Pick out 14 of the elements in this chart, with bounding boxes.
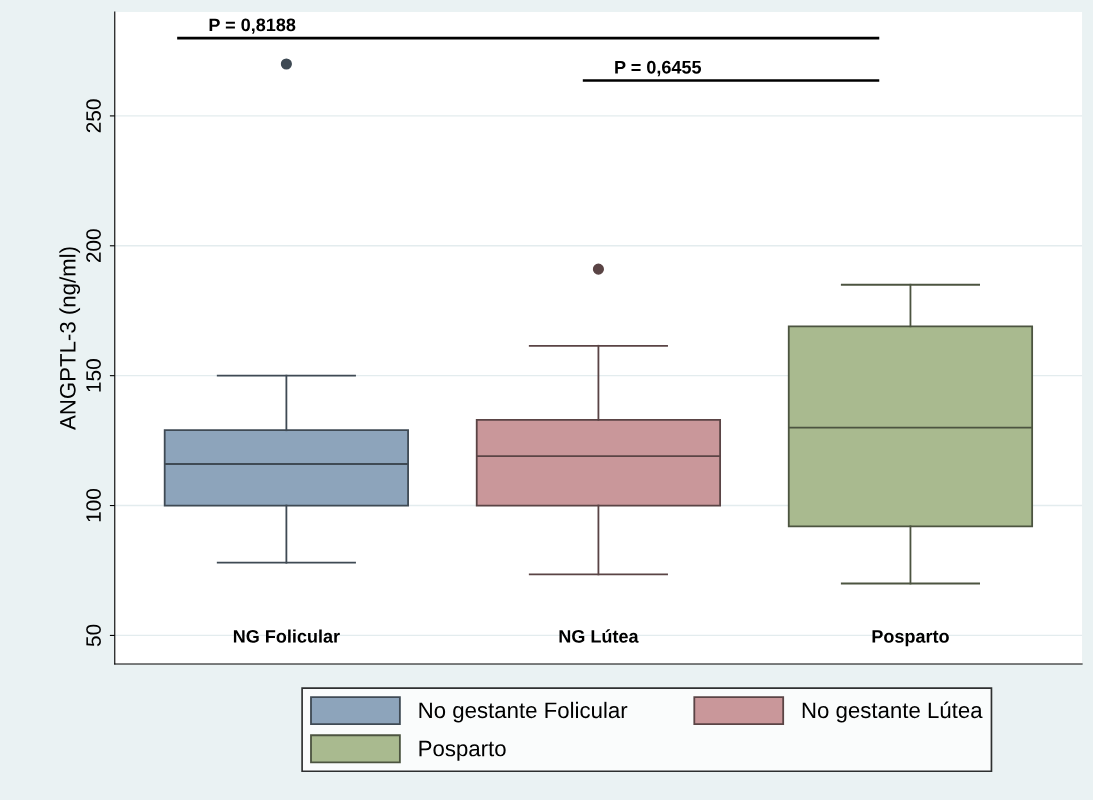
annotation: P = 0,8188 [209, 18, 296, 34]
legend-label: No gestante Folicular [419, 701, 628, 723]
x-tick-label: NG Lútea [559, 629, 639, 643]
y-tick-label: 200 [86, 229, 101, 263]
y-axis-title: ANGPTL-3 (ng/ml) [59, 247, 81, 430]
y-tick-label: 250 [86, 99, 101, 133]
legend-label: No gestante Lútea [802, 701, 983, 723]
x-tick-label: Posparto [872, 630, 949, 647]
y-tick-label: 50 [86, 624, 101, 647]
y-tick-label: 150 [86, 359, 101, 392]
annotation: P = 0,6455 [615, 60, 702, 77]
legend-label: Posparto [419, 740, 506, 761]
y-tick-label: 100 [86, 488, 101, 522]
x-tick-label: NG Folicular [233, 629, 340, 643]
